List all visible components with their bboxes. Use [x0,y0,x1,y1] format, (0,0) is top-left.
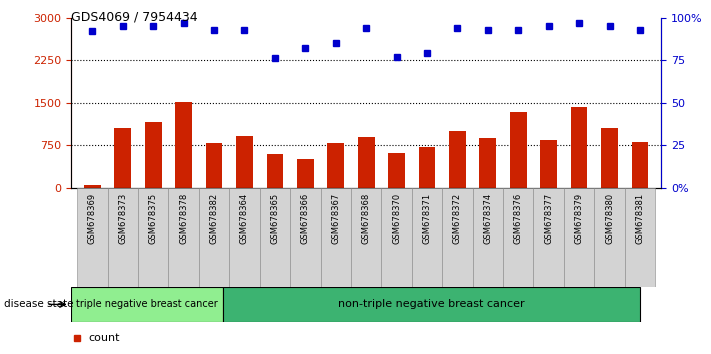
Bar [388,153,405,188]
Bar [107,188,138,287]
Bar [223,287,640,322]
Text: GSM678370: GSM678370 [392,193,401,244]
Bar [205,143,223,188]
Bar [169,188,199,287]
Bar [236,136,253,188]
Text: GSM678367: GSM678367 [331,193,341,244]
Bar [510,112,527,188]
Bar [381,188,412,287]
Text: GSM678371: GSM678371 [422,193,432,244]
Bar [564,188,594,287]
Bar [71,287,223,322]
Text: GSM678364: GSM678364 [240,193,249,244]
Text: GSM678377: GSM678377 [544,193,553,244]
Bar [290,188,321,287]
Text: triple negative breast cancer: triple negative breast cancer [76,299,218,309]
Bar [199,188,229,287]
Bar [503,188,533,287]
Bar [321,188,351,287]
Bar [571,107,587,188]
Text: GSM678373: GSM678373 [118,193,127,244]
Text: GSM678382: GSM678382 [210,193,218,244]
Bar [419,147,435,188]
Text: non-triple negative breast cancer: non-triple negative breast cancer [338,299,525,309]
Text: GDS4069 / 7954434: GDS4069 / 7954434 [71,11,198,24]
Bar [449,131,466,188]
Text: count: count [89,333,120,343]
Bar [145,122,161,188]
Bar [533,188,564,287]
Text: GSM678379: GSM678379 [574,193,584,244]
Bar [77,188,107,287]
Text: GSM678365: GSM678365 [270,193,279,244]
Bar [114,128,131,188]
Bar [267,154,283,188]
Bar [260,188,290,287]
Text: GSM678368: GSM678368 [362,193,370,244]
Bar [176,102,192,188]
Bar [631,142,648,188]
Bar [594,188,625,287]
Text: GSM678381: GSM678381 [636,193,644,244]
Bar [442,188,473,287]
Bar [327,143,344,188]
Bar [625,188,655,287]
Bar [138,188,169,287]
Bar [351,188,381,287]
Text: GSM678372: GSM678372 [453,193,462,244]
Bar [602,128,618,188]
Bar [412,188,442,287]
Text: GSM678376: GSM678376 [514,193,523,244]
Bar [479,138,496,188]
Text: GSM678375: GSM678375 [149,193,158,244]
Text: GSM678366: GSM678366 [301,193,310,244]
Bar [358,137,375,188]
Text: disease state: disease state [4,299,73,309]
Text: GSM678369: GSM678369 [88,193,97,244]
Text: GSM678380: GSM678380 [605,193,614,244]
Text: GSM678378: GSM678378 [179,193,188,244]
Bar [84,185,101,188]
Bar [473,188,503,287]
Bar [297,159,314,188]
Bar [229,188,260,287]
Text: GSM678374: GSM678374 [483,193,492,244]
Bar [540,140,557,188]
